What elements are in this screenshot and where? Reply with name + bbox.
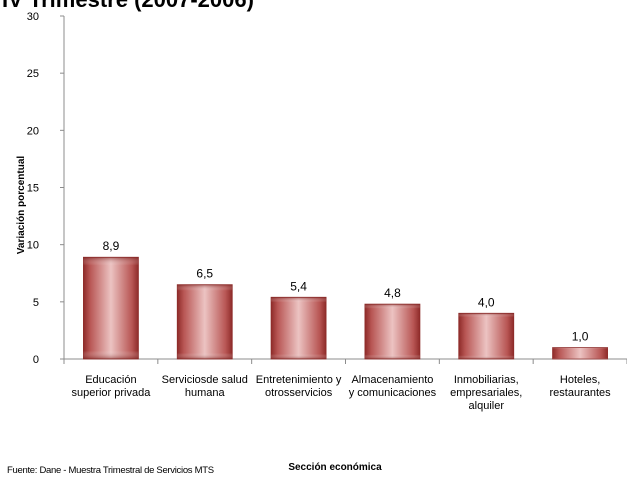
data-label: 8,9 <box>103 239 120 253</box>
category-label-line: Entretenimiento y <box>256 374 342 386</box>
category-label-line: Almacenamiento <box>351 374 433 386</box>
data-labels: 8,9 6,5 5,4 4,8 4,0 1,0 <box>103 239 589 343</box>
bar-shade <box>271 297 327 359</box>
y-tick-label: 5 <box>33 297 39 309</box>
category-label-line: Inmobiliarias, <box>454 374 519 386</box>
bar <box>364 303 421 360</box>
category-label-line: Hoteles, <box>560 374 600 386</box>
data-label: 1,0 <box>572 330 589 344</box>
category-label: Educación superior privada <box>71 374 151 399</box>
category-label: Almacenamiento y comunicaciones <box>349 374 437 399</box>
category-label-line: humana <box>185 387 226 399</box>
y-axis-title: Variación porcentual <box>16 156 27 255</box>
category-label: Entretenimiento y otrosservicios <box>256 374 342 399</box>
data-label: 4,8 <box>384 286 401 300</box>
y-tick-label: 30 <box>27 11 39 23</box>
category-label-line: y comunicaciones <box>349 387 437 399</box>
chart-title: IV Trimestre (2007-2006) <box>2 0 254 13</box>
y-tick-label: 15 <box>27 183 39 195</box>
bars <box>83 256 608 360</box>
data-label: 5,4 <box>290 279 307 293</box>
bar <box>176 284 233 360</box>
category-label-line: restaurantes <box>550 387 612 399</box>
bar <box>552 347 608 360</box>
data-label: 6,5 <box>196 267 213 281</box>
category-label: Serviciosde salud humana <box>162 374 248 399</box>
bar-shade <box>458 313 514 359</box>
bar-shade <box>364 304 420 359</box>
category-label-line: Educación <box>85 374 136 386</box>
category-label-line: alquiler <box>469 400 505 412</box>
category-labels: Educación superior privada Serviciosde sal… <box>71 374 611 412</box>
category-label-line: otrosservicios <box>265 387 333 399</box>
y-tick-label: 25 <box>27 68 39 80</box>
bar-shade <box>552 347 608 359</box>
category-label-line: Serviciosde salud <box>162 374 248 386</box>
bar-shade <box>177 284 233 359</box>
bar-shade <box>83 257 139 359</box>
axes <box>63 16 627 360</box>
x-axis-title: Sección económica <box>288 462 382 473</box>
bar <box>270 296 327 360</box>
y-tick-label: 10 <box>27 240 39 252</box>
category-label-line: empresariales, <box>450 387 522 399</box>
y-tick-label: 0 <box>33 354 39 366</box>
bar <box>458 312 515 360</box>
data-label: 4,0 <box>478 295 495 309</box>
category-label: Inmobiliarias, empresariales, alquiler <box>450 374 522 412</box>
category-label-line: superior privada <box>71 387 151 399</box>
x-ticks <box>63 359 627 364</box>
source-note: Fuente: Dane - Muestra Trimestral de Ser… <box>7 465 214 476</box>
bar <box>83 256 139 360</box>
category-label: Hoteles, restaurantes <box>550 374 612 399</box>
y-ticks: 0 5 10 15 20 25 30 <box>27 11 64 366</box>
y-tick-label: 20 <box>27 125 39 137</box>
